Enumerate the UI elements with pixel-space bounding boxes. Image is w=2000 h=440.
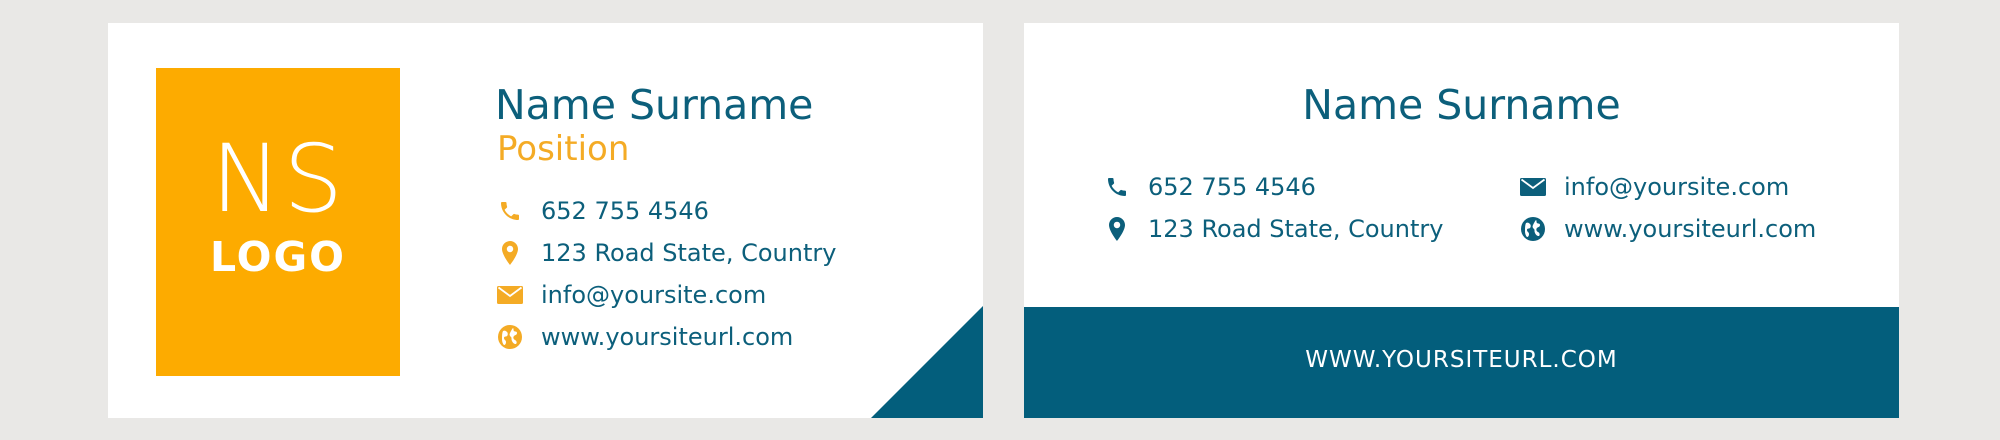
front-website-row: www.yoursiteurl.com [497,322,793,352]
back-phone-text: 652 755 4546 [1148,173,1316,201]
front-address-row: 123 Road State, Country [497,238,836,268]
location-pin-icon [1104,216,1130,242]
envelope-icon [497,282,523,308]
back-website-text: www.yoursiteurl.com [1564,215,1817,243]
front-address-text: 123 Road State, Country [541,239,837,267]
back-address-text: 123 Road State, Country [1148,215,1444,243]
logo-initials: NS [211,125,345,234]
front-phone-row: 652 755 4546 [497,196,709,226]
location-pin-icon [497,240,523,266]
front-website-text: www.yoursiteurl.com [541,323,794,351]
globe-icon [497,324,523,350]
phone-icon [1104,174,1130,200]
corner-triangle [871,306,983,418]
business-card-back: Name Surname 652 755 4546 123 Road State… [1024,23,1899,418]
envelope-icon [1520,174,1546,200]
logo-block: NS LOGO [156,68,400,376]
logo-word: LOGO [209,233,347,281]
business-card-front: NS LOGO Name Surname Position 652 755 45… [108,23,983,418]
front-phone-text: 652 755 4546 [541,197,709,225]
globe-icon [1520,216,1546,242]
front-position: Position [497,129,630,169]
back-name: Name Surname [1302,81,1621,129]
back-email-text: info@yoursite.com [1564,173,1790,201]
front-name: Name Surname [495,81,814,129]
back-phone-row: 652 755 4546 [1104,172,1316,202]
back-website-row: www.yoursiteurl.com [1520,214,1816,244]
phone-icon [497,198,523,224]
back-address-row: 123 Road State, Country [1104,214,1443,244]
footer-url: WWW.YOURSITEURL.COM [1305,347,1618,373]
footer-band: WWW.YOURSITEURL.COM [1024,307,1899,418]
back-email-row: info@yoursite.com [1520,172,1789,202]
front-email-row: info@yoursite.com [497,280,766,310]
front-email-text: info@yoursite.com [541,281,767,309]
